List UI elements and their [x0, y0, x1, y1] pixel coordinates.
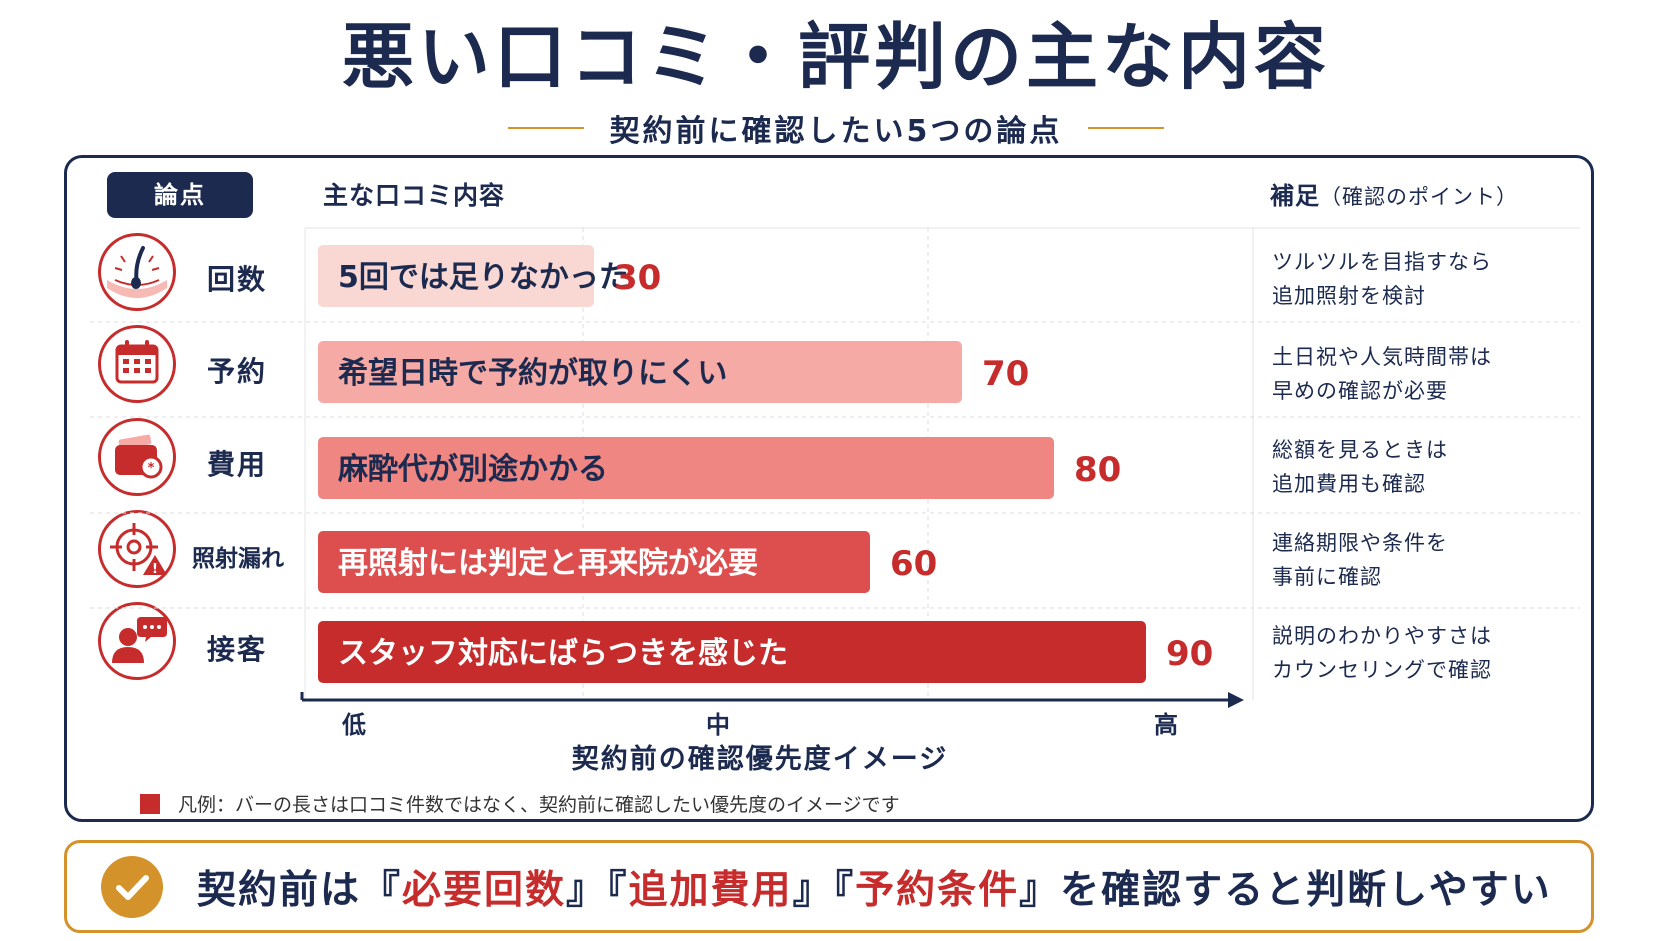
row-label-missed-spots: 照射漏れ	[192, 546, 284, 572]
subtitle-right-rule	[1088, 127, 1165, 129]
note-booking: 土日祝や人気時間帯は 早めの確認が必要	[1272, 340, 1492, 408]
bar	[318, 341, 962, 403]
legend: 凡例：バーの長さは口コミ件数ではなく、契約前に確認したい優先度のイメージです	[140, 790, 900, 817]
note-service-line2: カウンセリングで確認	[1272, 658, 1492, 682]
row-label-count: 回数	[207, 263, 268, 296]
bar-value-label: 90	[1166, 634, 1213, 674]
bar	[318, 437, 1054, 499]
bar-category-label: 希望日時で予約が取りにくい	[338, 356, 727, 391]
subtitle-row: 契約前に確認したい5つの論点	[0, 108, 1672, 149]
bar	[318, 531, 870, 593]
note-cost: 総額を見るときは 追加費用も確認	[1272, 433, 1448, 501]
check-icon	[101, 856, 163, 918]
conclusion-highlight-booking: 予約条件	[855, 868, 1020, 913]
note-service-line1: 説明のわかりやすさは	[1272, 624, 1492, 648]
header-main-content: 主な口コミ内容	[323, 181, 506, 210]
header-point-badge: 論点	[107, 172, 253, 218]
conclusion-part-3: 』『	[792, 868, 856, 913]
note-missed-spots-line1: 連絡期限や条件を	[1272, 531, 1448, 555]
bar-category-label: スタッフ対応にばらつきを感じた	[338, 636, 788, 671]
header-note: 補足（確認のポイント）	[1270, 176, 1518, 211]
bar-category-label: 再照射には判定と再来院が必要	[338, 546, 758, 581]
conclusion-part-4: 』を確認すると判断しやすい	[1019, 868, 1552, 913]
x-tick-label: 中	[706, 711, 730, 739]
note-count-line1: ツルツルを目指すなら	[1272, 250, 1492, 274]
bar-category-label: 5回では足りなかった	[338, 260, 629, 295]
hair-follicle-icon	[98, 233, 176, 311]
subtitle-left-rule	[507, 127, 584, 129]
svg-text:!: !	[152, 562, 158, 577]
person-chat-icon	[98, 602, 176, 680]
page-title: 悪い口コミ・評判の主な内容	[341, 15, 1330, 99]
legend-text: 凡例：バーの長さは口コミ件数ではなく、契約前に確認したい優先度のイメージです	[178, 794, 900, 816]
calendar-icon	[98, 325, 176, 403]
note-missed-spots-line2: 事前に確認	[1272, 565, 1382, 589]
bar	[318, 621, 1146, 683]
row-label-service: 接客	[207, 633, 268, 666]
target-warning-icon: !	[98, 510, 176, 588]
bar-value-label: 60	[890, 544, 937, 584]
conclusion-highlight-count: 必要回数	[402, 868, 567, 913]
header-note-label: 補足	[1270, 182, 1320, 210]
chart-panel	[64, 155, 1594, 822]
note-booking-line1: 土日祝や人気時間帯は	[1272, 345, 1492, 369]
svg-text:*: *	[148, 461, 155, 476]
note-count-line2: 追加照射を検討	[1272, 284, 1426, 308]
conclusion-part-1: 契約前は『	[197, 868, 403, 913]
note-cost-line2: 追加費用も確認	[1272, 472, 1426, 496]
note-booking-line2: 早めの確認が必要	[1272, 379, 1448, 403]
note-count: ツルツルを目指すなら 追加照射を検討	[1272, 245, 1492, 313]
conclusion-highlight-cost: 追加費用	[628, 868, 793, 913]
x-axis-arrowhead	[1228, 692, 1244, 708]
row-label-cost: 費用	[207, 448, 268, 481]
conclusion-box: 契約前は『必要回数』『追加費用』『予約条件』を確認すると判断しやすい	[64, 840, 1594, 933]
bar-value-label: 70	[982, 354, 1029, 394]
x-axis-title: 契約前の確認優先度イメージ	[572, 743, 948, 775]
subtitle: 契約前に確認したい5つの論点	[609, 114, 1063, 149]
note-missed-spots: 連絡期限や条件を 事前に確認	[1272, 526, 1448, 594]
conclusion-text: 契約前は『必要回数』『追加費用』『予約条件』を確認すると判断しやすい	[197, 859, 1552, 915]
bar	[318, 245, 594, 307]
note-service: 説明のわかりやすさは カウンセリングで確認	[1272, 619, 1492, 687]
bar-value-label: 80	[1074, 450, 1121, 490]
row-label-booking: 予約	[207, 355, 268, 388]
x-tick-label: 高	[1154, 711, 1178, 739]
conclusion-part-2: 』『	[566, 868, 629, 913]
bar-value-label: 30	[614, 258, 661, 298]
wallet-icon: *	[98, 418, 176, 496]
legend-swatch	[140, 793, 160, 814]
bar-category-label: 麻酔代が別途かかる	[338, 452, 608, 487]
note-cost-line1: 総額を見るときは	[1272, 438, 1448, 462]
x-tick-label: 低	[341, 711, 366, 739]
header-note-sub: （確認のポイント）	[1320, 185, 1518, 209]
